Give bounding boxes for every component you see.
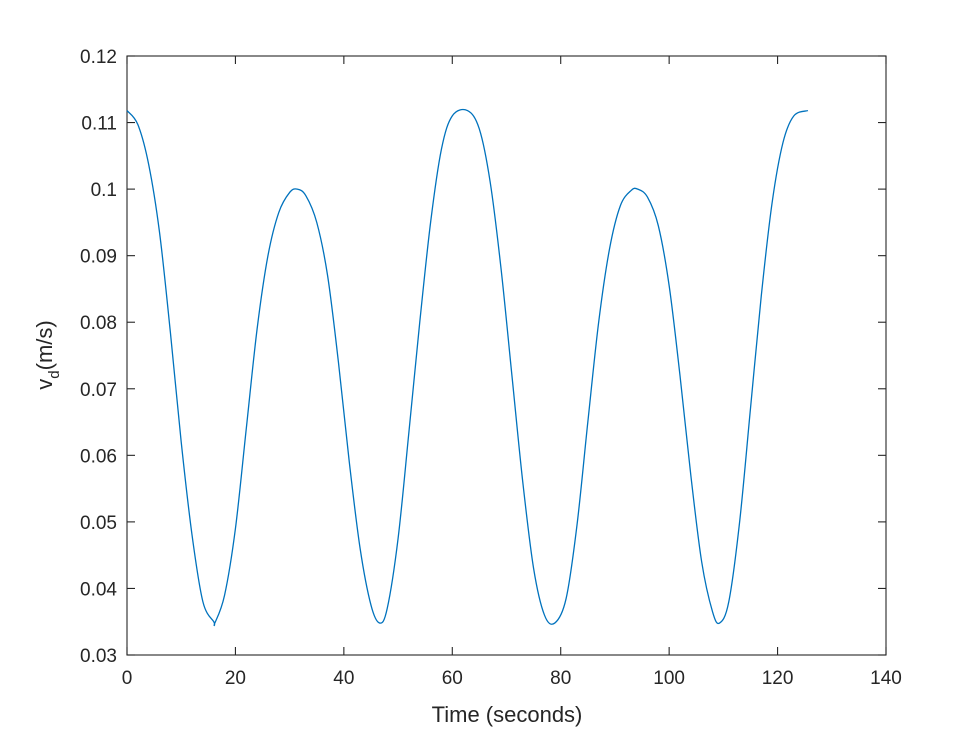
y-tick-label: 0.04 [80,579,117,600]
y-axis-title-unit: (m/s) [32,320,57,370]
y-tick-label: 0.06 [80,446,117,467]
plot-area-frame [126,55,887,656]
y-tick-label: 0.05 [80,513,117,534]
x-tick-label: 60 [442,668,463,689]
y-axis-title: vd(m/s) [32,320,63,389]
y-tick-label: 0.08 [80,313,117,334]
y-tick-label: 0.1 [91,180,117,201]
y-tick-label: 0.12 [80,47,117,68]
x-tick-label: 120 [762,668,794,689]
x-tick-label: 20 [225,668,246,689]
x-tick-label: 100 [653,668,685,689]
y-tick-label: 0.03 [80,646,117,667]
x-tick-label: 140 [870,668,902,689]
y-axis-title-subscript: d [46,370,63,378]
axes: 0 20 40 60 80 100 120 140 0.03 0.04 0.05 0.06 0.07 0.… [80,47,902,689]
y-tick-label: 0.09 [80,247,117,268]
y-tick-label: 0.11 [81,114,117,135]
x-axis-title: Time (seconds) [432,702,583,727]
series-line [126,108,809,627]
y-axis-title-main: v [32,379,57,390]
series-group [126,108,809,627]
x-tick-label: 40 [333,668,354,689]
y-tick-label: 0.07 [80,380,117,401]
x-tick-label: 80 [550,668,571,689]
x-tick-label: 0 [122,668,133,689]
